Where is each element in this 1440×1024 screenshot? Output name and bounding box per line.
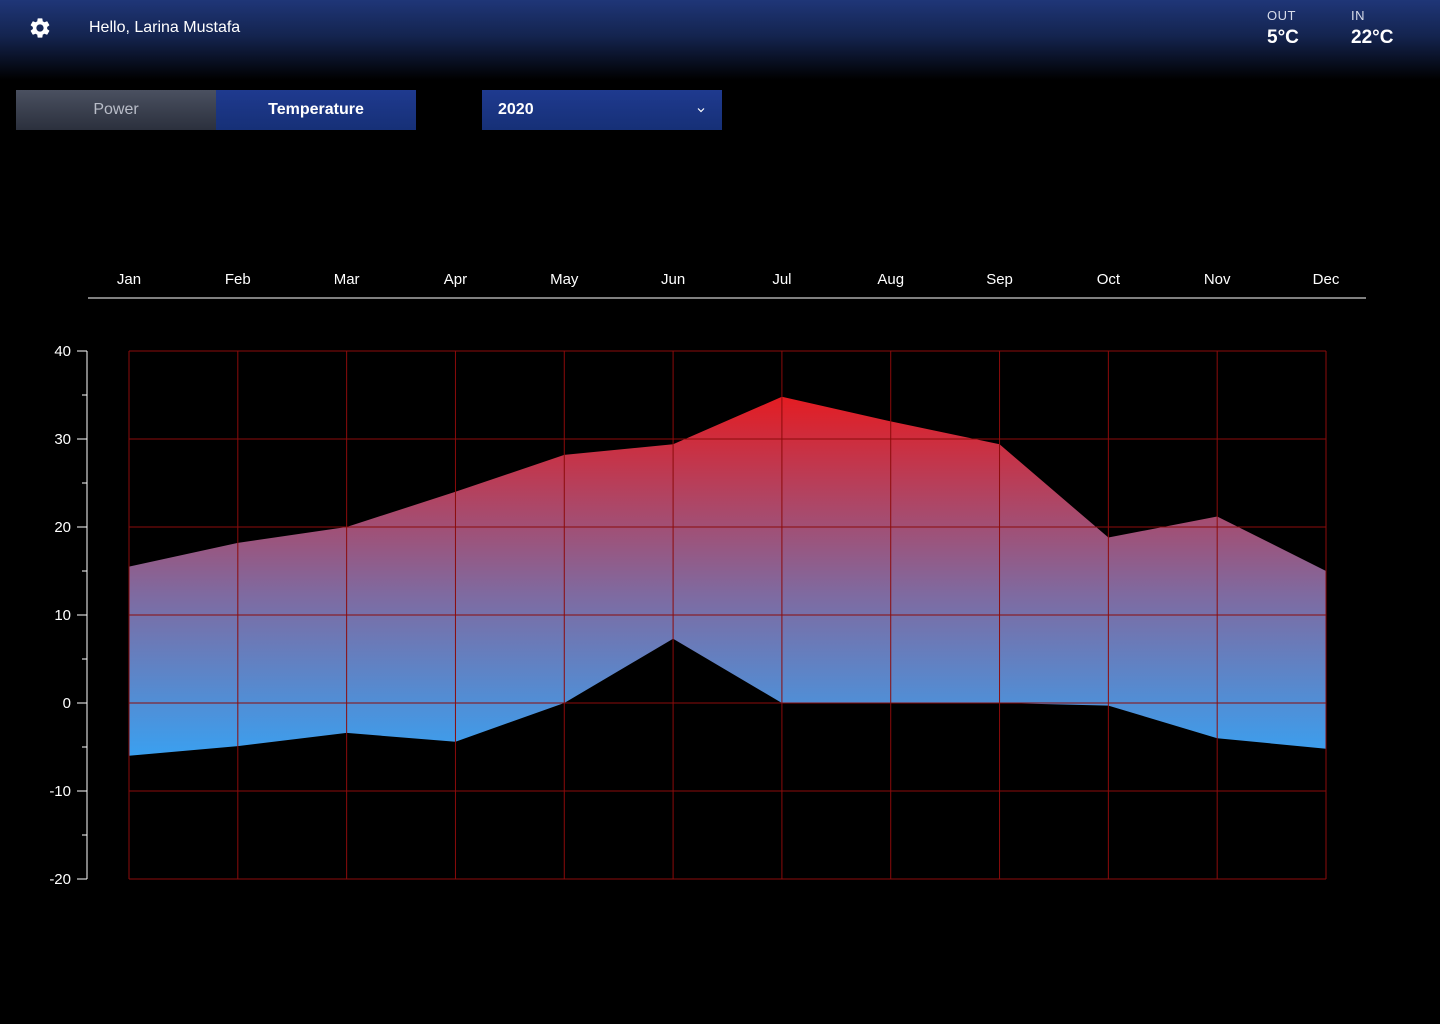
greeting-text: Hello, Larina Mustafa	[89, 19, 241, 36]
month-label: Jun	[661, 271, 685, 288]
month-label: Sep	[986, 271, 1013, 288]
month-label: Dec	[1313, 271, 1340, 288]
y-tick-label: 30	[54, 431, 71, 448]
indoor-temperature: IN 22°C	[1351, 8, 1393, 49]
tab-temperature[interactable]: Temperature	[216, 90, 416, 130]
y-tick-label: -10	[49, 783, 71, 800]
top-bar: Hello, Larina Mustafa OUT 5°C IN 22°C	[0, 0, 1440, 80]
year-select[interactable]: 2020	[482, 90, 722, 130]
month-label: Jan	[117, 271, 141, 288]
y-tick-label: -20	[49, 871, 71, 888]
month-header: Jan Feb Mar Apr May Jun Jul Aug Sep Oct Nov Dec	[117, 271, 1340, 288]
month-label: Mar	[334, 271, 360, 288]
chevron-down-icon	[697, 108, 705, 113]
y-tick-label: 40	[54, 343, 71, 360]
y-axis: 40 30 20 10 0 -10 -20	[49, 343, 88, 888]
indoor-label: IN	[1351, 8, 1365, 23]
temperature-range-area	[129, 396, 1326, 756]
view-tabs: Power Temperature	[16, 90, 416, 130]
outdoor-value: 5°C	[1267, 27, 1299, 48]
chart-grid	[128, 350, 1327, 880]
month-label: Nov	[1204, 271, 1231, 288]
outdoor-temperature: OUT 5°C	[1267, 8, 1299, 49]
month-label: Apr	[444, 271, 467, 288]
year-select-value: 2020	[498, 101, 534, 118]
month-label: Aug	[877, 271, 904, 288]
month-label: Feb	[225, 271, 251, 288]
y-tick-label: 10	[54, 607, 71, 624]
month-label: May	[550, 271, 579, 288]
y-tick-label: 0	[63, 695, 71, 712]
indoor-value: 22°C	[1351, 27, 1394, 48]
outdoor-label: OUT	[1267, 8, 1296, 23]
y-tick-label: 20	[54, 519, 71, 536]
month-label: Jul	[772, 271, 791, 288]
month-label: Oct	[1097, 271, 1121, 288]
tab-power[interactable]: Power	[16, 90, 216, 130]
gear-icon[interactable]	[28, 16, 52, 40]
